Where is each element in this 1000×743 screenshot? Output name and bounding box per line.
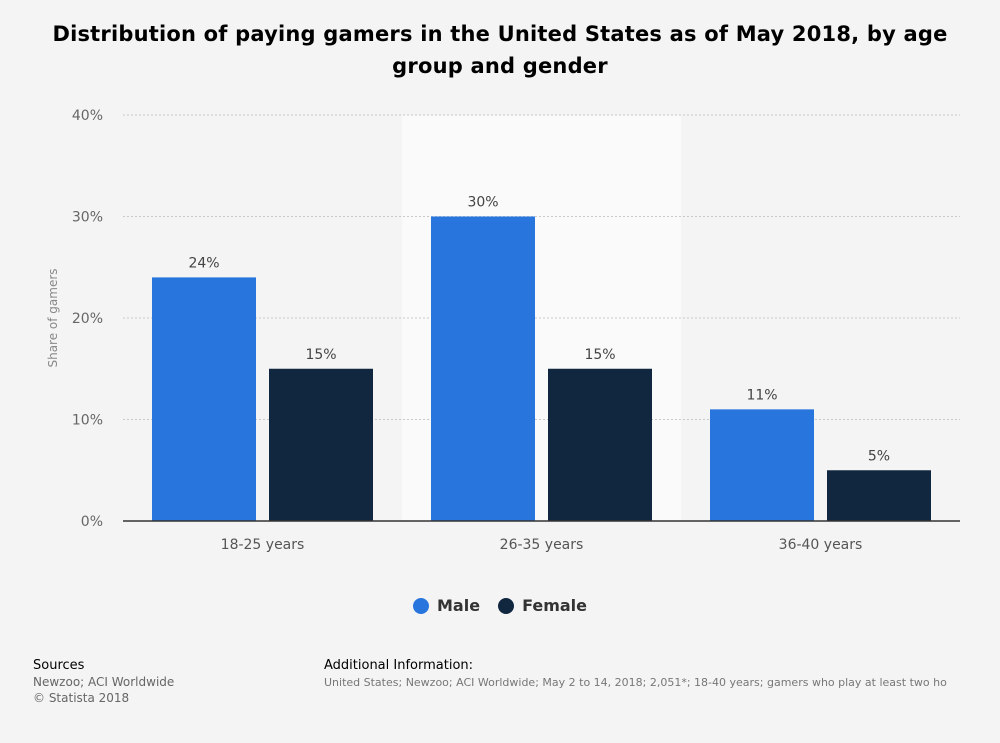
sources-heading[interactable]: Sources: [33, 658, 85, 673]
male-dot-icon: [413, 597, 429, 614]
data-label: 11%: [746, 387, 777, 403]
y-tick-label: 40%: [72, 108, 103, 124]
bar-male: [710, 409, 814, 521]
data-label: 15%: [305, 347, 336, 363]
bar-male: [431, 216, 535, 521]
bar-female: [548, 368, 652, 521]
bar-chart: 0% 10% 20% 30% 40% Share of gamers 24% 15% 18-25…: [46, 108, 960, 553]
y-tick-label: 30%: [72, 210, 103, 226]
bar-female: [827, 470, 931, 521]
data-label: 30%: [467, 195, 498, 211]
sources-text: Newzoo; ACI Worldwide: [33, 675, 175, 689]
x-tick-label: 26-35 years: [500, 537, 584, 553]
y-axis-label: Share of gamers: [46, 268, 60, 367]
legend: Male Female: [0, 596, 1000, 615]
chart-title: Distribution of paying gamers in the Uni…: [52, 22, 948, 78]
data-label: 15%: [584, 347, 615, 363]
y-tick-label: 20%: [72, 311, 103, 327]
female-dot-icon: [498, 597, 515, 614]
legend-label-male: Male: [437, 596, 481, 615]
legend-label-female: Female: [522, 596, 587, 615]
x-tick-label: 18-25 years: [221, 537, 305, 553]
additional-info-heading[interactable]: Additional Information:: [324, 658, 474, 673]
legend-item-female[interactable]: Female: [498, 596, 587, 615]
x-tick-label: 36-40 years: [779, 537, 863, 553]
legend-item-male[interactable]: Male: [413, 596, 480, 615]
y-tick-label: 0%: [81, 514, 103, 530]
bar-male: [152, 277, 256, 521]
bar-female: [269, 368, 373, 521]
copyright-text: © Statista 2018: [33, 691, 130, 705]
sources: Sources Newzoo; ACI Worldwide © Statista…: [33, 657, 174, 706]
additional-info-text: United States; Newzoo; ACI Worldwide; Ma…: [324, 676, 947, 689]
data-label: 5%: [868, 448, 890, 464]
y-tick-label: 10%: [72, 413, 103, 429]
additional-information: Additional Information: United States; N…: [324, 657, 1000, 692]
data-label: 24%: [188, 255, 219, 271]
